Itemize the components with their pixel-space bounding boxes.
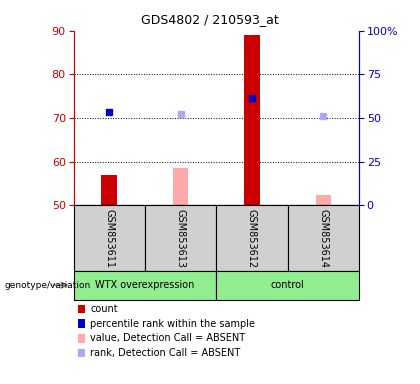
Bar bbox=[315, 195, 331, 205]
Text: percentile rank within the sample: percentile rank within the sample bbox=[90, 319, 255, 329]
Text: control: control bbox=[271, 280, 304, 290]
Text: GSM853613: GSM853613 bbox=[176, 209, 186, 268]
Text: GSM853614: GSM853614 bbox=[318, 209, 328, 268]
Text: genotype/variation: genotype/variation bbox=[4, 281, 90, 290]
Text: GSM853612: GSM853612 bbox=[247, 209, 257, 268]
Text: rank, Detection Call = ABSENT: rank, Detection Call = ABSENT bbox=[90, 348, 241, 358]
Text: GSM853611: GSM853611 bbox=[104, 209, 114, 268]
Text: value, Detection Call = ABSENT: value, Detection Call = ABSENT bbox=[90, 333, 245, 343]
Text: WTX overexpression: WTX overexpression bbox=[95, 280, 194, 290]
Bar bbox=[173, 168, 189, 205]
Text: GDS4802 / 210593_at: GDS4802 / 210593_at bbox=[141, 13, 279, 26]
Bar bbox=[244, 35, 260, 205]
Bar bbox=[101, 175, 117, 205]
Text: count: count bbox=[90, 304, 118, 314]
